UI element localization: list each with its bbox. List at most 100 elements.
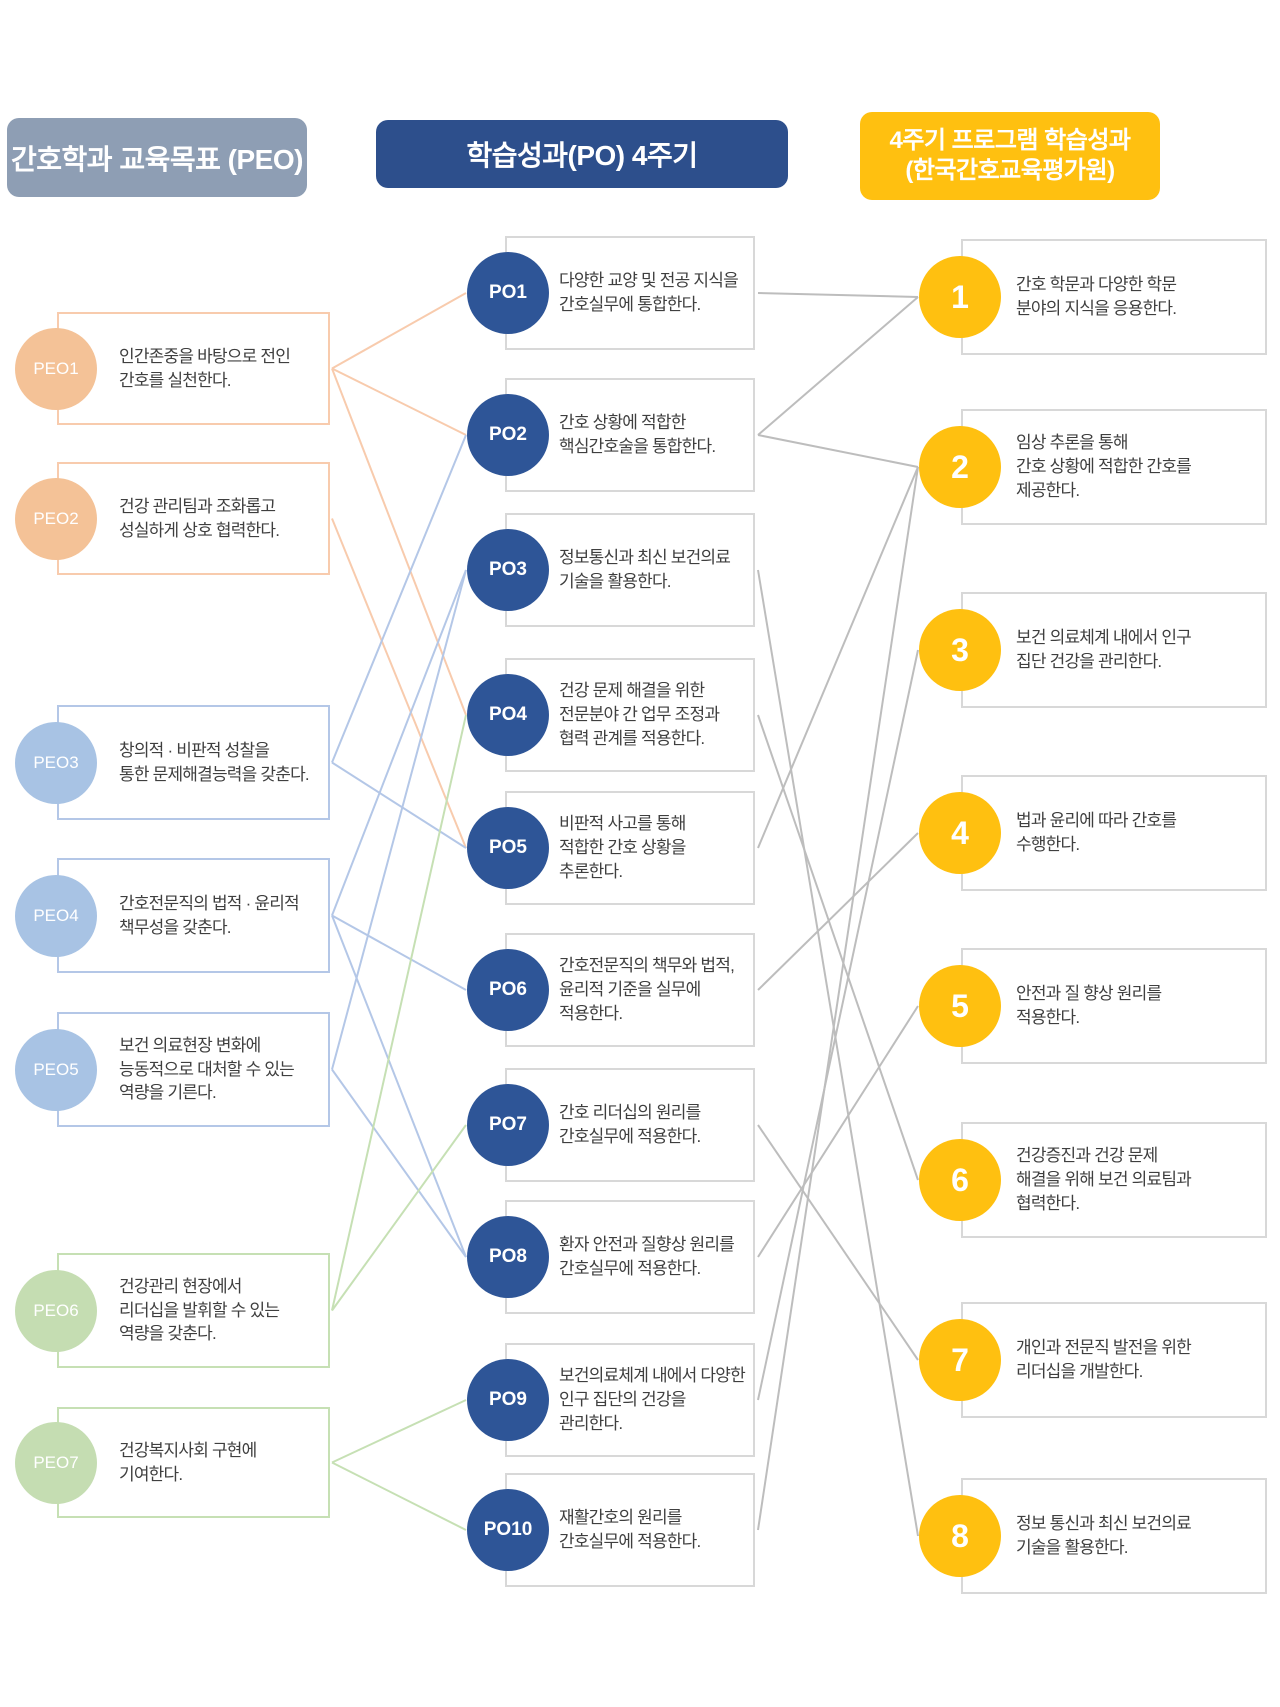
plo-circle-label: 1 [951, 278, 969, 315]
plo-text-1: 간호 학문과 다양한 학문 분야의 지식을 응용한다. [1016, 275, 1177, 318]
peo-text-PEO6: 건강관리 현장에서 리더십을 발휘할 수 있는 역량을 갖춘다. [119, 1276, 280, 1344]
plo-circle-7: 7 [919, 1319, 1001, 1401]
po-circle-label: PO5 [488, 837, 528, 858]
peo-circle-PEO6: PEO6 [15, 1269, 97, 1352]
plo-text-3: 보건 의료체계 내에서 인구 집단 건강을 관리한다. [1016, 628, 1192, 671]
link-PEO5-PO8 [331, 1068, 467, 1258]
peo-circle-label: PEO4 [33, 905, 79, 925]
po-circle-PO5: PO5 [467, 807, 549, 889]
peo-circle-label: PEO5 [33, 1059, 79, 1079]
plo-circle-2: 2 [919, 426, 1001, 508]
link-PEO7-PO9 [331, 1399, 467, 1464]
link-PEO3-PO5 [331, 761, 467, 849]
po-text-PO2: 간호 상황에 적합한 핵심간호술을 통합한다. [559, 413, 716, 456]
po-circle-label: PO7 [488, 1114, 528, 1135]
peo-circle-PEO7: PEO7 [15, 1421, 97, 1504]
po-circle-label: PO8 [488, 1246, 528, 1267]
po-circle-PO4: PO4 [467, 674, 549, 756]
po-text-PO5: 비판적 사고를 통해 적합한 간호 상황을 추론한다. [559, 814, 686, 881]
po-circle-label: PO9 [488, 1389, 528, 1410]
po-circle-label: PO6 [488, 979, 528, 1000]
peo-text-PEO3: 창의적 · 비판적 성찰을 통한 문제해결능력을 갖춘다. [119, 740, 310, 784]
po-circle-PO3: PO3 [467, 529, 549, 611]
link-PO8-plo5 [757, 1005, 919, 1258]
link-PEO7-PO10 [331, 1461, 467, 1531]
link-PEO3-PO2 [331, 434, 467, 763]
peo-column-header-label: 간호학과 교육목표 (PEO) [11, 143, 303, 175]
po-circle-PO1: PO1 [467, 252, 549, 334]
plo-circle-label: 5 [951, 987, 969, 1024]
peo-box-PEO5: 보건 의료현장 변화에 능동적으로 대처할 수 있는 역량을 기른다. [57, 1012, 330, 1127]
po-box-PO10: 재활간호의 원리를 간호실무에 적용한다. [505, 1473, 755, 1587]
link-PO9-plo3 [757, 649, 919, 1401]
plo-circle-4: 4 [919, 792, 1001, 874]
link-PO4-plo6 [757, 714, 919, 1181]
po-circle-PO7: PO7 [467, 1084, 549, 1166]
link-PO6-plo4 [757, 832, 919, 991]
plo-column-header: 4주기 프로그램 학습성과 (한국간호교육평가원) [860, 112, 1160, 200]
plo-text-7: 개인과 전문직 발전을 위한 리더십을 개발한다. [1016, 1338, 1192, 1381]
peo-circle-label: PEO6 [33, 1300, 79, 1320]
link-PEO5-PO3 [331, 569, 467, 1070]
plo-box-7: 개인과 전문직 발전을 위한 리더십을 개발한다. [961, 1302, 1267, 1418]
link-PEO4-PO3 [331, 569, 467, 916]
plo-box-3: 보건 의료체계 내에서 인구 집단 건강을 관리한다. [961, 592, 1267, 708]
plo-circle-5: 5 [919, 965, 1001, 1047]
plo-box-8: 정보 통신과 최신 보건의료 기술을 활용한다. [961, 1478, 1267, 1594]
peo-circle-label: PEO7 [33, 1452, 79, 1472]
link-PEO6-PO4 [331, 714, 467, 1311]
plo-box-2: 임상 추론을 통해 간호 상황에 적합한 간호를 제공한다. [961, 409, 1267, 525]
po-text-PO9: 보건의료체계 내에서 다양한 인구 집단의 건강을 관리한다. [559, 1366, 746, 1433]
plo-column-header-label: 4주기 프로그램 학습성과 (한국간호교육평가원) [889, 127, 1131, 184]
peo-box-PEO2: 건강 관리팀과 조화롭고 성실하게 상호 협력한다. [57, 462, 330, 575]
po-text-PO8: 환자 안전과 질향상 원리를 간호실무에 적용한다. [559, 1235, 735, 1278]
peo-text-PEO5: 보건 의료현장 변화에 능동적으로 대처할 수 있는 역량을 기른다. [119, 1035, 295, 1103]
peo-circle-label: PEO3 [33, 752, 79, 772]
po-circle-label: PO3 [488, 559, 528, 580]
plo-circle-label: 7 [951, 1341, 969, 1378]
po-circle-PO2: PO2 [467, 394, 549, 476]
peo-circle-PEO5: PEO5 [15, 1028, 97, 1111]
po-text-PO7: 간호 리더십의 원리를 간호실무에 적용한다. [559, 1103, 701, 1146]
po-circle-label: PO10 [483, 1519, 533, 1540]
peo-box-PEO3: 창의적 · 비판적 성찰을 통한 문제해결능력을 갖춘다. [57, 705, 330, 820]
link-PEO1-PO1 [331, 292, 467, 370]
po-circle-PO10: PO10 [467, 1489, 549, 1571]
link-PO3-plo8 [757, 569, 919, 1537]
plo-circle-6: 6 [919, 1139, 1001, 1221]
plo-box-5: 안전과 질 향상 원리를 적용한다. [961, 948, 1267, 1064]
link-PO2-plo2 [757, 434, 919, 468]
peo-box-PEO6: 건강관리 현장에서 리더십을 발휘할 수 있는 역량을 갖춘다. [57, 1253, 330, 1368]
po-circle-PO8: PO8 [467, 1216, 549, 1298]
po-text-PO6: 간호전문직의 책무와 법적, 윤리적 기준을 실무에 적용한다. [559, 956, 735, 1023]
link-PO1-plo1 [757, 292, 919, 298]
link-PO5-plo2 [757, 466, 919, 849]
po-circle-label: PO1 [488, 282, 528, 303]
peo-box-PEO1: 인간존중을 바탕으로 전인 간호를 실천한다. [57, 312, 330, 425]
link-PEO1-PO4 [331, 368, 467, 716]
peo-text-PEO7: 건강복지사회 구현에 기여한다. [119, 1440, 257, 1484]
po-box-PO9: 보건의료체계 내에서 다양한 인구 집단의 건강을 관리한다. [505, 1343, 755, 1457]
link-PO2-plo1 [757, 296, 919, 436]
peo-text-PEO4: 간호전문직의 법적 · 윤리적 책무성을 갖춘다. [119, 893, 300, 937]
link-PEO2-PO5 [331, 518, 467, 849]
peo-circle-PEO2: PEO2 [15, 477, 97, 560]
po-column-header-label: 학습성과(PO) 4주기 [466, 140, 698, 171]
link-PEO4-PO8 [331, 915, 467, 1258]
plo-circle-label: 8 [951, 1517, 969, 1554]
plo-box-6: 건강증진과 건강 문제 해결을 위해 보건 의료팀과 협력한다. [961, 1122, 1267, 1238]
po-text-PO1: 다양한 교양 및 전공 지식을 간호실무에 통합한다. [559, 271, 739, 314]
po-circle-PO6: PO6 [467, 949, 549, 1031]
peo-circle-PEO3: PEO3 [15, 721, 97, 804]
link-PO7-plo7 [757, 1124, 919, 1361]
plo-circle-3: 3 [919, 609, 1001, 691]
po-box-PO8: 환자 안전과 질향상 원리를 간호실무에 적용한다. [505, 1200, 755, 1314]
po-text-PO4: 건강 문제 해결을 위한 전문분야 간 업무 조정과 협력 관계를 적용한다. [559, 681, 720, 748]
po-circle-PO9: PO9 [467, 1359, 549, 1441]
link-PO10-plo2 [757, 466, 919, 1531]
peo-text-PEO2: 건강 관리팀과 조화롭고 성실하게 상호 협력한다. [119, 496, 280, 540]
plo-circle-8: 8 [919, 1495, 1001, 1577]
plo-circle-1: 1 [919, 256, 1001, 338]
peo-circle-PEO1: PEO1 [15, 327, 97, 410]
